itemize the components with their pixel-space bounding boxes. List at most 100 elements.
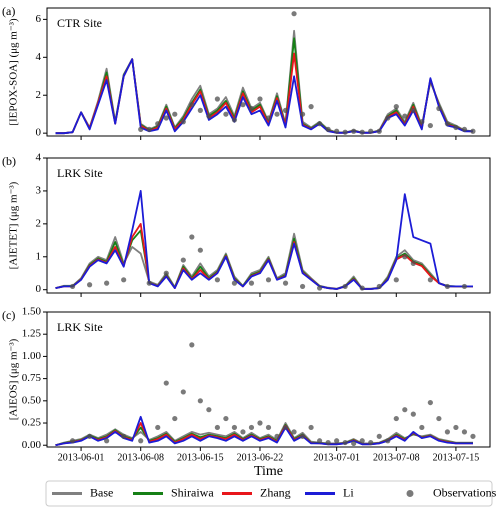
observation-point	[470, 433, 476, 439]
plot-frame	[46, 157, 491, 294]
observation-point	[214, 277, 220, 283]
observation-point	[231, 117, 238, 123]
y-tick-label: 2	[36, 217, 42, 229]
legend-swatch	[406, 490, 414, 497]
observation-point	[351, 440, 357, 447]
observation-point	[163, 380, 169, 386]
observation-point	[359, 129, 365, 135]
observation-point	[393, 415, 399, 422]
observation-point	[265, 424, 272, 431]
y-tick-label: 1.50	[22, 306, 42, 318]
observation-point	[453, 124, 459, 131]
observation-point	[410, 107, 416, 113]
observation-point	[282, 280, 289, 286]
observation-point	[317, 285, 323, 291]
plot-frame	[46, 7, 491, 137]
observation-point	[69, 283, 76, 290]
y-tick-label: 0.75	[22, 372, 42, 384]
observation-point	[180, 119, 186, 125]
x-tick-label: 2013-07-08	[373, 452, 420, 463]
observation-point	[376, 433, 382, 439]
observation-point	[342, 439, 348, 446]
observation-point	[359, 438, 365, 444]
observation-point	[104, 280, 110, 286]
x-tick-label: 2013-07-15	[433, 452, 480, 463]
y-tick-label: 0	[36, 283, 42, 295]
observation-point	[410, 260, 416, 266]
observation-point	[325, 439, 331, 446]
observation-point	[317, 121, 323, 127]
legend-box	[45, 480, 493, 507]
observation-point	[393, 277, 399, 283]
observation-point	[138, 438, 144, 444]
observation-point	[334, 438, 340, 444]
observation-point	[308, 424, 314, 431]
legend-label: Shiraiwa	[171, 485, 214, 499]
observation-point	[419, 119, 425, 125]
observation-point	[291, 11, 297, 17]
y-tick-label: 0.50	[22, 394, 42, 406]
observation-point	[461, 126, 468, 132]
site-title: CTR Site	[57, 16, 102, 30]
observation-point	[121, 277, 127, 283]
series-line	[55, 190, 473, 290]
observation-point	[206, 113, 212, 119]
y-axis-label: [AIEOS] (μg m⁻³)	[8, 338, 20, 420]
legend-label: Observations	[433, 485, 497, 499]
legend-label: Zhang	[260, 485, 291, 499]
y-axis-label: [AIETET] (μg m⁻³)	[8, 181, 20, 269]
observation-point	[410, 411, 416, 417]
observation-point	[385, 115, 391, 121]
observation-point	[214, 96, 220, 102]
observation-point	[427, 122, 433, 129]
observation-point	[427, 277, 433, 283]
y-tick-label: 2	[36, 89, 42, 101]
observation-point	[163, 115, 169, 121]
y-tick-label: 0	[36, 127, 42, 139]
observation-point	[368, 128, 374, 134]
observation-point	[393, 104, 399, 110]
y-tick-label: 1	[36, 250, 42, 262]
observation-point	[342, 129, 348, 135]
observation-point	[155, 424, 161, 431]
observation-point	[376, 128, 382, 134]
observation-point	[248, 424, 255, 431]
observation-point	[325, 126, 331, 132]
observation-point	[299, 433, 306, 439]
observation-point	[257, 420, 263, 426]
observation-point	[368, 439, 374, 446]
observation-point	[436, 415, 442, 422]
plot-frame	[46, 311, 491, 448]
x-tick-label: 2013-06-15	[177, 452, 224, 463]
observation-point	[351, 128, 357, 134]
observation-point	[427, 399, 433, 406]
x-tick-label: 2013-06-01	[58, 452, 105, 463]
observation-point	[419, 424, 425, 431]
observation-point	[180, 257, 186, 263]
observation-point	[231, 424, 238, 431]
observation-point	[189, 102, 195, 108]
plot-area	[55, 11, 476, 135]
observation-point	[376, 283, 382, 290]
panel-label: (c)	[2, 308, 15, 322]
observation-point	[231, 280, 238, 286]
observation-point	[282, 424, 289, 431]
observation-point	[248, 105, 255, 112]
observation-point	[163, 270, 169, 276]
observation-point	[180, 389, 186, 395]
observation-point	[146, 280, 152, 286]
y-tick-label: 1.00	[22, 350, 42, 362]
observation-point	[470, 128, 476, 134]
observation-point	[240, 102, 246, 108]
observation-point	[274, 111, 280, 117]
observation-point	[402, 113, 408, 119]
observation-point	[461, 283, 468, 290]
y-axis-label: [IEPOX-SOA] (μg m⁻³)	[8, 18, 20, 126]
x-axis-label: Time	[254, 464, 283, 479]
panel-label: (a)	[2, 4, 15, 18]
observation-point	[172, 415, 178, 422]
observation-point	[155, 121, 161, 127]
observation-point	[189, 234, 195, 240]
plot-area	[55, 190, 473, 291]
